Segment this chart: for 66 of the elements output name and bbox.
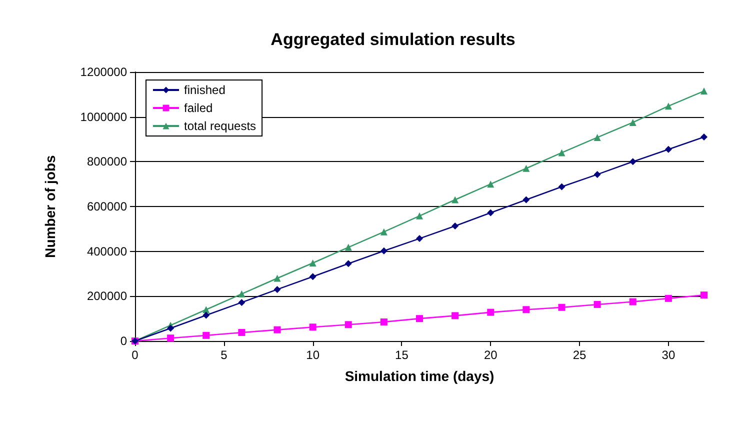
point	[274, 274, 281, 282]
point	[238, 290, 246, 298]
y-tick-label: 800000	[86, 154, 128, 169]
point	[522, 196, 530, 204]
point	[202, 312, 210, 319]
point	[167, 334, 174, 342]
x-tick-label: 25	[572, 348, 587, 362]
point	[416, 315, 423, 322]
point	[487, 209, 494, 216]
point	[380, 247, 388, 254]
point	[629, 158, 636, 166]
x-tick-label: 0	[132, 348, 139, 362]
x-axis-title: Simulation time (days)	[344, 368, 494, 384]
point	[344, 321, 352, 328]
point	[344, 244, 352, 251]
y-tick-label: 1000000	[80, 110, 128, 124]
y-axis-title: Number of jobs	[42, 154, 58, 258]
point	[594, 134, 601, 141]
point	[309, 259, 316, 266]
x-tick-label: 30	[662, 348, 676, 362]
point	[594, 170, 601, 178]
point	[664, 146, 672, 153]
y-tick-label: 200000	[86, 289, 128, 304]
point	[558, 304, 566, 311]
y-tick-label: 0	[120, 334, 128, 348]
point	[629, 298, 636, 306]
y-tick-label: 600000	[86, 200, 128, 214]
point	[629, 118, 636, 126]
point	[344, 260, 352, 268]
point	[452, 312, 459, 320]
point	[274, 326, 281, 334]
point	[167, 324, 174, 332]
point	[309, 273, 316, 280]
point	[700, 292, 708, 299]
point	[558, 149, 566, 156]
x-tick-label: 20	[484, 348, 498, 362]
x-tick-label: 15	[395, 348, 409, 362]
point	[700, 88, 708, 95]
legend-label: finished	[184, 83, 226, 97]
point	[487, 180, 494, 188]
y-tick-label: 400000	[86, 244, 128, 258]
point	[309, 324, 316, 331]
point	[380, 228, 388, 236]
point	[522, 164, 530, 172]
legend-label: failed	[184, 101, 213, 115]
point	[487, 308, 494, 316]
point	[452, 196, 459, 204]
point	[274, 286, 281, 293]
point	[522, 306, 530, 314]
point	[452, 222, 459, 230]
point	[380, 318, 388, 326]
point	[238, 328, 246, 336]
point	[238, 298, 246, 306]
point	[664, 102, 672, 110]
point	[594, 300, 601, 308]
point	[416, 235, 423, 242]
point	[664, 294, 672, 302]
legend-label: total requests	[184, 119, 256, 133]
chart-title: Aggregated simulation results	[270, 30, 516, 49]
x-tick-label: 5	[220, 348, 228, 362]
point	[202, 332, 210, 339]
point	[416, 212, 423, 220]
point	[558, 183, 566, 190]
y-tick-label: 1200000	[80, 65, 128, 79]
x-tick-label: 10	[306, 348, 320, 362]
point	[700, 134, 708, 141]
